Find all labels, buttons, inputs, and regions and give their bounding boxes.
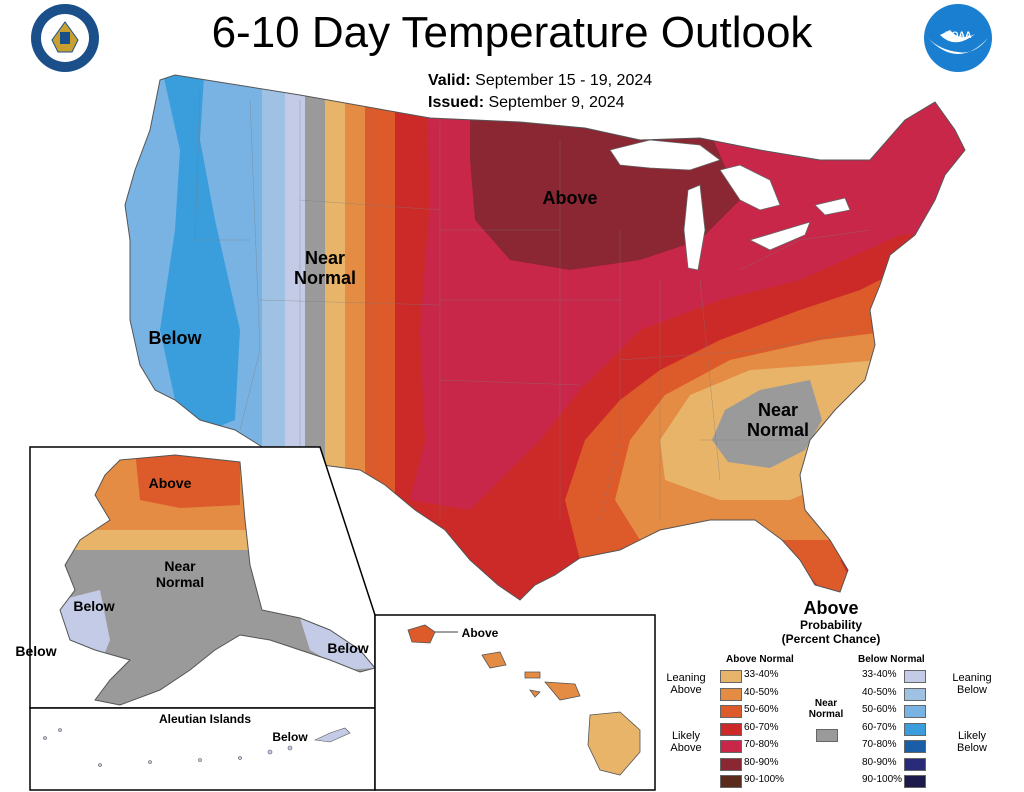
above-level-range: 40-50% — [744, 686, 779, 698]
alaska-outline — [59, 454, 376, 706]
issued-date: Issued: September 9, 2024 — [428, 94, 625, 112]
great-lakes — [609, 139, 851, 271]
label-conus-near-normal-west: Near Normal — [293, 248, 356, 288]
above-level-swatch — [720, 775, 742, 788]
label-conus-above: Above — [542, 188, 598, 208]
above-level-range: 70-80% — [744, 739, 779, 750]
label-alaska-below-west: Below — [73, 598, 115, 614]
above-level-swatch — [720, 722, 742, 736]
label-hawaii-above: Above — [461, 626, 499, 640]
below-level-swatch — [904, 705, 926, 718]
legend-likely-below: Likely Below — [957, 730, 987, 754]
legend-near-normal: Near Normal — [808, 698, 844, 720]
legend-likely-above: Likely Above — [670, 730, 702, 754]
label-conus-near-normal-se: Near Normal — [746, 400, 809, 440]
legend-near-normal-swatch — [816, 729, 838, 742]
below-level-range: 40-50% — [862, 686, 897, 698]
legend-leaning-above: Leaning Above — [666, 672, 706, 696]
above-level-swatch — [720, 740, 742, 753]
below-level-range: 50-60% — [862, 704, 897, 715]
label-alaska-below-far-west: Below — [15, 643, 57, 659]
issued-value: September 9, 2024 — [488, 94, 625, 111]
valid-label: Valid: — [428, 72, 471, 89]
valid-value: September 15 - 19, 2024 — [475, 72, 653, 89]
legend-above-header: Above Normal — [726, 654, 794, 665]
above-level-range: 33-40% — [744, 669, 779, 680]
below-level-swatch — [904, 670, 926, 683]
label-conus-below: Below — [148, 328, 202, 348]
noaa-logo-text: NOAA — [945, 30, 972, 40]
above-level-swatch — [720, 670, 742, 683]
page-title: 6-10 Day Temperature Outlook — [211, 8, 813, 57]
hawaii-islands — [407, 624, 641, 776]
label-aleutian-below: Below — [272, 730, 308, 744]
above-level-swatch — [720, 757, 742, 771]
conus-outline — [124, 74, 966, 601]
legend-heading: Above — [803, 598, 859, 618]
state-borders — [194, 89, 871, 521]
label-aleutian-title: Aleutian Islands — [158, 712, 252, 726]
below-level-swatch — [904, 757, 926, 771]
label-alaska-above: Above — [148, 475, 192, 491]
below-level-range: 70-80% — [862, 739, 897, 750]
below-level-swatch — [904, 740, 926, 753]
doc-seal — [31, 4, 99, 72]
below-level-swatch — [904, 775, 926, 788]
below-level-range: 80-90% — [862, 756, 897, 768]
above-level-range: 80-90% — [744, 756, 779, 768]
noaa-logo — [924, 4, 992, 72]
label-alaska-near-normal: Near Normal — [155, 558, 205, 590]
legend-leaning-below: Leaning Below — [952, 672, 992, 696]
above-level-swatch — [720, 687, 742, 701]
legend-sub1: Probability — [799, 618, 862, 632]
below-level-range: 90-100% — [862, 774, 903, 785]
below-level-range: 33-40% — [862, 669, 897, 680]
above-level-swatch — [720, 705, 742, 718]
above-level-range: 90-100% — [744, 774, 785, 785]
below-level-range: 60-70% — [862, 721, 897, 733]
below-level-swatch — [904, 687, 926, 701]
legend-sub2: (Percent Chance) — [781, 632, 881, 646]
issued-label: Issued: — [428, 94, 485, 111]
probability-legend: Above Probability (Percent Chance) Above… — [656, 598, 1024, 792]
label-alaska-below-southeast: Below — [327, 640, 369, 656]
aleutian-islands-shapes — [43, 727, 351, 767]
below-level-swatch — [904, 722, 926, 736]
above-level-range: 60-70% — [744, 721, 779, 733]
valid-dates: Valid: September 15 - 19, 2024 — [428, 72, 652, 90]
legend-below-header: Below Normal — [858, 654, 925, 665]
above-level-range: 50-60% — [744, 704, 779, 715]
